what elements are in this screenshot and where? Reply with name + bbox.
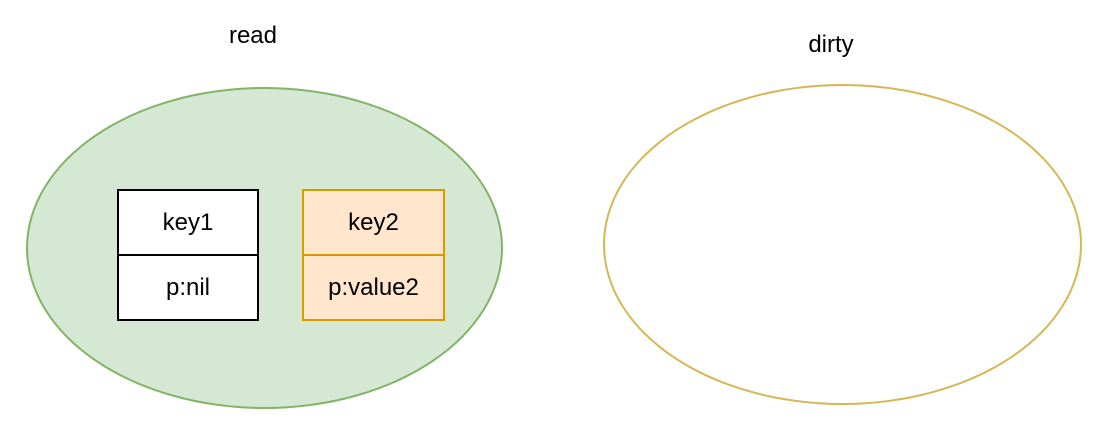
entry-key-cell: key2 (304, 191, 443, 256)
read-entry-key2: key2 p:value2 (302, 189, 445, 321)
entry-key-cell: key1 (119, 191, 257, 256)
read-entry-key1: key1 p:nil (117, 189, 259, 321)
read-label: read (228, 22, 278, 49)
dirty-label: dirty (808, 31, 854, 58)
dirty-ellipse (603, 84, 1082, 405)
entry-pointer-cell: p:nil (165, 273, 211, 301)
entry-pointer-cell: p:value2 (328, 273, 419, 301)
